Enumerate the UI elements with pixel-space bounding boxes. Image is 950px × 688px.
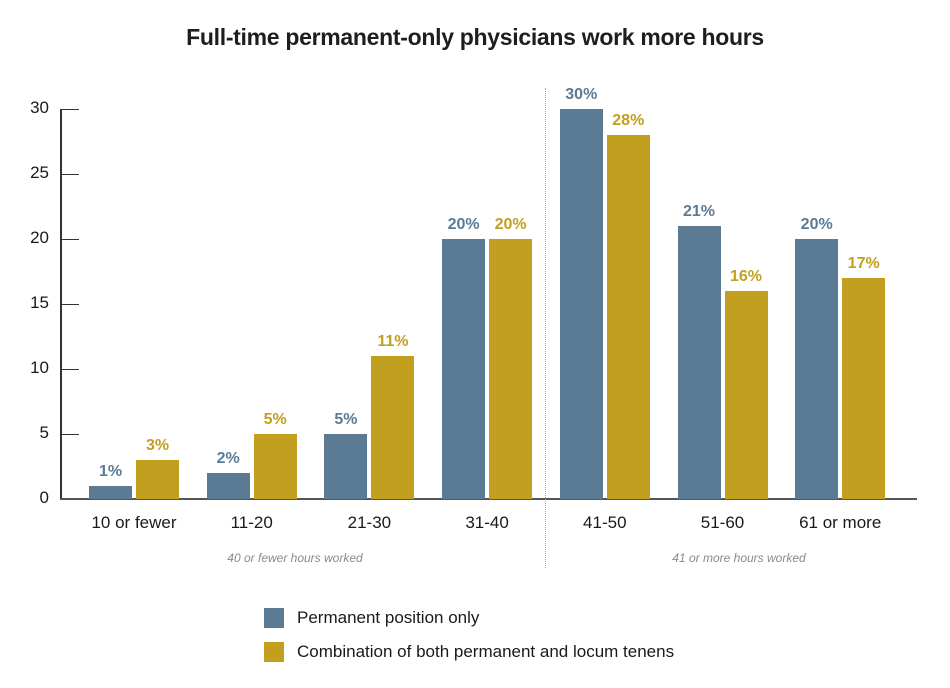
y-tick-mark — [61, 304, 79, 305]
legend-swatch-permanent — [264, 608, 284, 628]
x-category-label: 41-50 — [583, 513, 627, 532]
bar-permanent — [442, 239, 486, 499]
bar-combination — [842, 278, 886, 499]
x-category-label: 11-20 — [230, 513, 273, 532]
y-tick-mark — [61, 239, 79, 240]
y-tick-mark — [61, 174, 79, 175]
y-tick-mark — [61, 369, 79, 370]
y-tick-label: 25 — [30, 163, 49, 182]
y-tick-label: 15 — [30, 293, 49, 312]
x-category-label: 31-40 — [465, 513, 509, 532]
y-tick-label: 10 — [30, 358, 49, 377]
bar-permanent — [559, 109, 603, 499]
bar-permanent — [206, 473, 250, 499]
x-category-label: 21-30 — [347, 513, 392, 532]
y-tick-label: 0 — [39, 488, 49, 507]
value-label-combination: 5% — [263, 411, 287, 428]
y-tick-mark — [61, 434, 79, 435]
group-divider — [545, 88, 546, 568]
value-label-combination: 28% — [612, 112, 645, 129]
bar-permanent — [677, 226, 721, 499]
value-label-combination: 17% — [847, 255, 880, 272]
chart-title: Full-time permanent-only physicians work… — [186, 24, 764, 50]
value-label-permanent: 1% — [98, 463, 123, 480]
legend-swatch-combination — [264, 642, 284, 662]
y-tick-label: 5 — [39, 423, 49, 442]
value-label-combination: 11% — [377, 333, 409, 350]
value-label-combination: 20% — [494, 216, 527, 233]
value-label-permanent: 5% — [334, 411, 358, 428]
x-category-label: 51-60 — [700, 513, 745, 532]
y-tick-mark — [61, 109, 79, 110]
bar-permanent — [795, 239, 839, 499]
y-tick-label: 20 — [30, 228, 49, 247]
value-label-combination: 3% — [145, 437, 170, 454]
x-axis — [60, 498, 917, 500]
value-label-permanent: 21% — [682, 203, 716, 220]
y-tick-label: 30 — [30, 98, 49, 117]
bar-combination — [489, 239, 533, 499]
legend-label: Combination of both permanent and locum … — [297, 642, 675, 661]
bar-combination — [724, 291, 768, 499]
value-label-combination: 16% — [729, 268, 763, 285]
value-label-permanent: 30% — [565, 86, 598, 103]
group-note-right: 41 or more hours worked — [672, 551, 806, 565]
group-note-left: 40 or fewer hours worked — [227, 551, 363, 565]
x-category-label: 10 or fewer — [91, 513, 177, 532]
value-label-permanent: 20% — [800, 216, 833, 233]
value-label-permanent: 2% — [216, 450, 240, 467]
bar-combination — [253, 434, 297, 499]
bar-combination — [606, 135, 650, 499]
legend-item-permanent: Permanent position only — [264, 607, 479, 629]
bar-permanent — [324, 434, 368, 499]
bar-combination — [136, 460, 179, 499]
x-category-label: 61 or more — [799, 513, 882, 532]
bar-permanent — [89, 486, 132, 499]
value-label-permanent: 20% — [447, 216, 480, 233]
legend-item-combination: Combination of both permanent and locum … — [264, 641, 674, 663]
bar-combination — [371, 356, 415, 499]
legend-label: Permanent position only — [297, 608, 480, 627]
